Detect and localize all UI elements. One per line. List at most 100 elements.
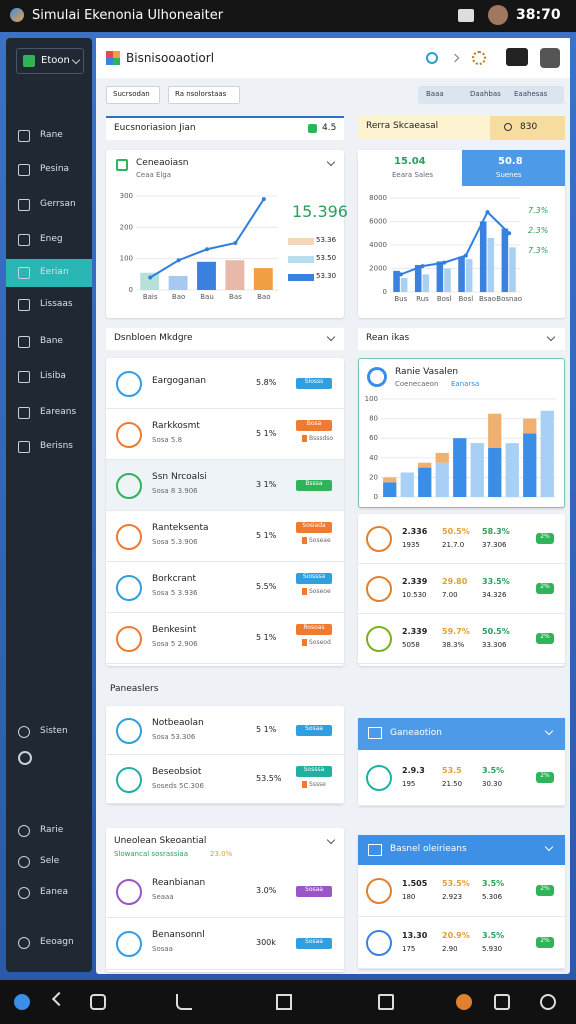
nav-button[interactable]: [176, 994, 192, 1010]
panel-header[interactable]: Ganeaotion: [358, 718, 565, 750]
search-icon[interactable]: [426, 52, 438, 64]
row-tag[interactable]: 2%: [536, 937, 554, 948]
header: Bisnisooaotiorl: [96, 38, 570, 78]
row-tag[interactable]: Sosaa: [296, 938, 332, 949]
row-value-secondary: 30.30: [482, 780, 503, 788]
list-row[interactable]: Benkesint Sosa 5 2.906 5 1% Rosoas Soseod: [106, 613, 344, 664]
chevron[interactable]: [326, 332, 336, 342]
row-tag[interactable]: Bosa: [296, 420, 332, 431]
list-card: Uneolean Skeoantial Slowancal sosrassiaa 2…: [106, 828, 344, 972]
data-row[interactable]: 2.9.3 195 53.5 21.50 3.5% 30.30 2%: [358, 750, 565, 806]
row-tag[interactable]: Siosssa: [296, 573, 332, 584]
filter[interactable]: Eaahesas: [514, 90, 548, 98]
settings-icon[interactable]: [18, 751, 32, 765]
y-tick-label: 2000: [369, 265, 387, 273]
row-tag[interactable]: Bsssa: [296, 479, 332, 491]
row-value: 53.5%: [256, 773, 282, 783]
nav-item[interactable]: Eareans: [6, 399, 92, 427]
row-tag[interactable]: Sosssa: [296, 766, 332, 777]
row-tag[interactable]: Sosaa: [296, 724, 332, 736]
nav-item[interactable]: Rane: [6, 122, 92, 150]
nav-button[interactable]: [276, 994, 292, 1010]
nav-item[interactable]: Lissaas: [6, 291, 92, 319]
row-sub: Sosa 53.306: [152, 733, 196, 741]
chart: 0 20 40 60 80 100: [365, 395, 556, 501]
nav-item[interactable]: Eanea: [6, 881, 92, 905]
nav-item[interactable]: Bane: [6, 328, 92, 356]
row-tag[interactable]: 2%: [536, 633, 554, 644]
row-tag[interactable]: Sosaa: [296, 886, 332, 897]
row-tag[interactable]: Sosiada: [296, 522, 332, 533]
window-icon[interactable]: [458, 9, 474, 22]
list-row[interactable]: Rarkkosmt Sosa 5.8 5 1% Bosa Bsssdso: [106, 409, 344, 460]
list-row[interactable]: Beseobsiot Soseds 5C.306 53.5% Sosssa Sssse: [106, 755, 344, 804]
row-tag[interactable]: Slosss: [296, 377, 332, 389]
search-box[interactable]: 830: [490, 116, 565, 140]
list-row[interactable]: Ranteksenta Sosa 5.3.906 5 1% Sosiada Soseae: [106, 511, 344, 562]
row-tag[interactable]: 2%: [536, 885, 554, 896]
nav-item[interactable]: Berisns: [6, 433, 92, 461]
bar-segment: [523, 418, 537, 434]
nav-button[interactable]: [540, 994, 556, 1010]
row-tag[interactable]: Rosoas: [296, 624, 332, 635]
list-row[interactable]: Benansonnl Sosaa 300k Sosaa: [106, 918, 344, 970]
brand[interactable]: Etoon: [16, 48, 84, 74]
row-tag[interactable]: 2%: [536, 772, 554, 783]
nav-item[interactable]: Eeoagn: [6, 931, 92, 955]
user-icon[interactable]: [540, 48, 560, 68]
nav-item[interactable]: Pesina: [6, 156, 92, 184]
chevron[interactable]: [71, 55, 81, 65]
list-row[interactable]: Reanbianan Seaaa 3.0% Sosaa: [106, 866, 344, 918]
chevron[interactable]: [450, 53, 460, 63]
avatar[interactable]: [488, 5, 508, 25]
nav-item[interactable]: Sisten: [6, 720, 92, 744]
nav-button[interactable]: [51, 991, 67, 1007]
row-tag[interactable]: 2%: [536, 533, 554, 544]
list-row[interactable]: Ssn Nrcoalsi Sosa 8 3.906 3 1% Bsssa: [106, 460, 344, 511]
chevron[interactable]: [326, 835, 336, 845]
nav-button[interactable]: [494, 994, 510, 1010]
chevron[interactable]: [546, 332, 556, 342]
panel-header[interactable]: Basnel oleirieans: [358, 835, 565, 865]
list-row[interactable]: Notbeaolan Sosa 53.306 5 1% Sosaa: [106, 706, 344, 755]
nav-item[interactable]: Rarie: [6, 819, 92, 843]
data-row[interactable]: 2.339 10.530 29.80 7.00 33.5% 34.326 2%: [358, 564, 565, 614]
row-value-secondary: 2.923: [442, 893, 463, 901]
tab-label: Ra nsolorstaas: [175, 90, 227, 98]
row-icon: [366, 626, 392, 652]
tab[interactable]: Sucrsodan: [106, 86, 160, 104]
nav-item[interactable]: Sele: [6, 850, 92, 874]
tab[interactable]: Ra nsolorstaas: [168, 86, 240, 104]
list-row[interactable]: Eargoganan 5.8% Slosss: [106, 358, 344, 409]
data-row[interactable]: 13.30 175 20.9% 2.90 3.5% 5.930 2%: [358, 917, 565, 969]
data-row[interactable]: 2.336 1935 50.5% 21.7.0 58.3% 37.306 2%: [358, 514, 565, 564]
nav-item[interactable]: Eerian: [6, 259, 92, 287]
data-row[interactable]: 2.339 5058 59.7% 38.3% 50.5% 33.306 2%: [358, 614, 565, 664]
row-tag[interactable]: 2%: [536, 583, 554, 594]
nav-button[interactable]: [14, 994, 30, 1010]
nav-item[interactable]: Gerrsan: [6, 191, 92, 219]
nav-item[interactable]: Eneg: [6, 226, 92, 254]
row-icon: [366, 765, 392, 791]
nav-item[interactable]: Lisiba: [6, 363, 92, 391]
nav-icon: [18, 130, 30, 142]
nav-button[interactable]: [378, 994, 394, 1010]
chevron[interactable]: [544, 726, 554, 736]
list-row[interactable]: Borkcrant Sosa 5 3.936 5.5% Siosssa Soseoe: [106, 562, 344, 613]
nav-label: Eeoagn: [40, 937, 74, 947]
line-point: [205, 247, 209, 252]
nav-icon: [18, 267, 30, 279]
nav-button[interactable]: [90, 994, 106, 1010]
data-row[interactable]: 1.505 180 53.5% 2.923 3.5% 5.306 2%: [358, 865, 565, 917]
gear-icon[interactable]: [472, 51, 486, 65]
card: Ceneaoiasn Ceaa Elga 15.396 53.36 53.50 53.30…: [106, 150, 348, 318]
tab-label: Sucrsodan: [113, 90, 150, 98]
device-icon[interactable]: [506, 48, 528, 66]
nav-button[interactable]: [456, 994, 472, 1010]
bar: [225, 260, 245, 290]
row-value: 2.339: [402, 627, 428, 636]
chevron[interactable]: [544, 842, 554, 852]
filter[interactable]: Baaa: [426, 90, 444, 98]
filter[interactable]: Daahbas: [470, 90, 501, 98]
chevron[interactable]: [326, 157, 336, 167]
